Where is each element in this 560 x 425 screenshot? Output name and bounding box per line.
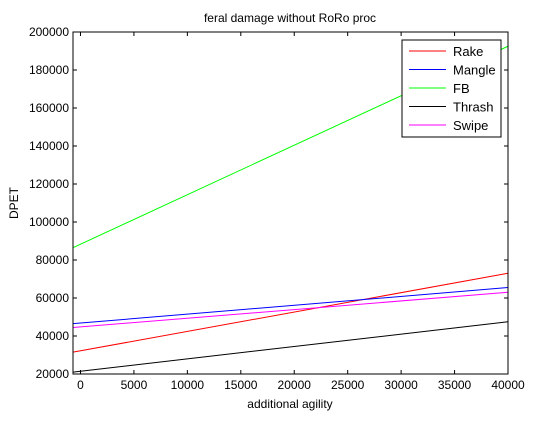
x-tick-label: 5000: [121, 378, 148, 392]
y-axis-label: DPET: [7, 186, 21, 219]
x-tick-label: 30000: [384, 378, 418, 392]
y-tick-label: 100000: [29, 215, 69, 229]
series-line-mangle: [72, 287, 509, 325]
x-tick-label: 0: [77, 378, 84, 392]
legend-label-mangle: Mangle: [453, 63, 496, 78]
plot-frame: [72, 31, 509, 375]
x-axis-ticks: 0 5000 10000 15000 20000 25000 30000 35000 40000: [77, 32, 525, 392]
y-tick-label: 200000: [29, 25, 69, 39]
x-tick-label: 15000: [224, 378, 258, 392]
series-line-rake: [72, 272, 509, 353]
series-layer: [72, 45, 509, 373]
y-tick-label: 120000: [29, 177, 69, 191]
y-tick-label: 140000: [29, 139, 69, 153]
legend-label-rake: Rake: [453, 44, 483, 59]
y-tick-label: 80000: [36, 253, 70, 267]
legend-items: Rake Mangle FB Thrash Swipe: [409, 44, 496, 133]
x-tick-label: 20000: [278, 378, 312, 392]
y-tick-label: 180000: [29, 63, 69, 77]
legend-label-swipe: Swipe: [453, 118, 488, 133]
x-tick-label: 25000: [331, 378, 365, 392]
legend: Rake Mangle FB Thrash Swipe: [401, 39, 502, 138]
legend-label-thrash: Thrash: [453, 100, 493, 115]
x-tick-label: 40000: [491, 378, 525, 392]
y-tick-label: 60000: [36, 291, 70, 305]
chart-title: feral damage without RoRo proc: [204, 11, 376, 25]
x-tick-label: 10000: [171, 378, 205, 392]
legend-label-fb: FB: [453, 81, 470, 96]
y-tick-label: 160000: [29, 101, 69, 115]
series-line-swipe: [72, 291, 509, 328]
x-axis-label: additional agility: [247, 397, 332, 411]
y-axis-ticks: 20000 40000 60000 80000 100000 120000 140000 16…: [29, 25, 508, 381]
y-tick-label: 40000: [36, 329, 70, 343]
x-tick-label: 35000: [438, 378, 472, 392]
series-line-thrash: [72, 321, 509, 373]
y-tick-label: 20000: [36, 367, 70, 381]
